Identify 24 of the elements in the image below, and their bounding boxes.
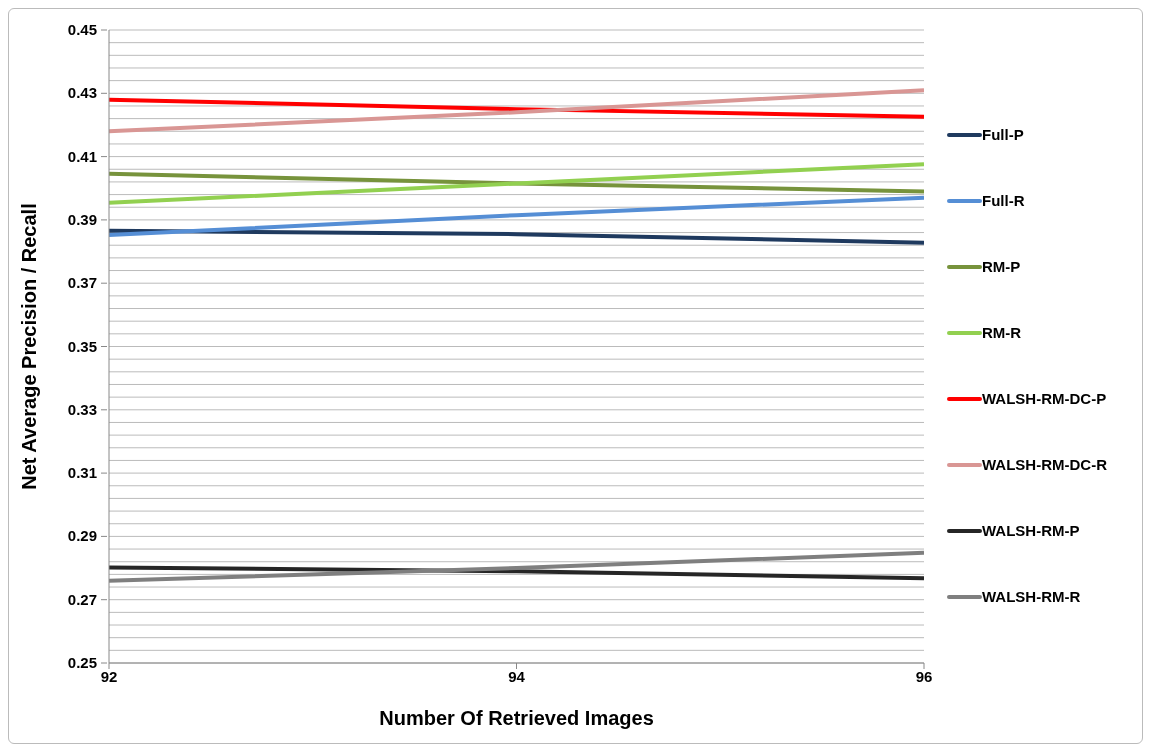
y-tick-label: 0.45 — [67, 21, 97, 38]
y-axis-title: Net Average Precision / Recall — [18, 203, 41, 490]
y-tick-label: 0.27 — [67, 590, 97, 608]
y-tick-label: 0.25 — [67, 654, 97, 671]
legend-label: Full-R — [982, 192, 1025, 209]
y-tick-label: 0.35 — [67, 337, 97, 355]
y-tick-label: 0.31 — [67, 464, 97, 482]
x-tick-label: 92 — [100, 667, 118, 685]
legend-label: WALSH-RM-DC-P — [982, 390, 1107, 407]
x-tick-label: 96 — [915, 667, 933, 685]
legend-label: RM-R — [982, 324, 1022, 341]
y-tick-label: 0.33 — [67, 400, 97, 418]
y-tick-label: 0.37 — [67, 274, 97, 292]
legend-label: RM-P — [982, 258, 1021, 275]
legend-label: WALSH-RM-P — [982, 522, 1080, 539]
x-tick-label: 94 — [508, 667, 526, 685]
y-tick-label: 0.29 — [67, 527, 97, 545]
y-tick-label: 0.43 — [67, 84, 97, 102]
legend-label: Full-P — [982, 126, 1024, 143]
y-tick-label: 0.39 — [67, 210, 97, 228]
legend-label: WALSH-RM-DC-R — [982, 456, 1107, 473]
legend-label: WALSH-RM-R — [982, 588, 1081, 605]
x-axis-title: Number Of Retrieved Images — [379, 707, 654, 729]
y-tick-label: 0.41 — [67, 147, 97, 165]
